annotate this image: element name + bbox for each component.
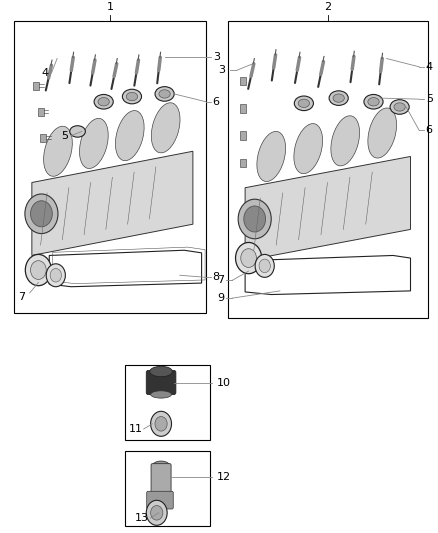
Bar [38, 108, 44, 116]
FancyBboxPatch shape [151, 464, 171, 497]
FancyBboxPatch shape [147, 491, 173, 509]
Ellipse shape [98, 98, 110, 106]
Circle shape [25, 254, 51, 286]
Circle shape [255, 254, 274, 277]
Bar [125, 451, 210, 527]
Ellipse shape [152, 461, 170, 473]
Ellipse shape [333, 94, 344, 102]
Text: 4: 4 [42, 68, 49, 78]
Bar [240, 104, 246, 112]
Ellipse shape [331, 116, 360, 166]
Ellipse shape [298, 99, 310, 108]
Ellipse shape [151, 391, 172, 398]
Text: 2: 2 [324, 2, 332, 12]
Ellipse shape [122, 89, 141, 104]
Circle shape [31, 261, 46, 279]
Text: 11: 11 [129, 424, 143, 434]
Ellipse shape [368, 98, 379, 106]
Text: 13: 13 [135, 513, 149, 523]
Ellipse shape [152, 103, 180, 153]
Circle shape [259, 259, 270, 273]
Ellipse shape [94, 94, 113, 109]
Text: 6: 6 [426, 125, 433, 135]
Bar [33, 82, 39, 90]
Circle shape [46, 264, 65, 287]
Ellipse shape [368, 108, 396, 158]
Text: 3: 3 [219, 66, 226, 76]
Bar [240, 132, 246, 140]
Ellipse shape [294, 96, 314, 111]
Text: 7: 7 [18, 292, 25, 302]
Text: 10: 10 [217, 378, 231, 388]
Circle shape [155, 416, 167, 431]
Text: 5: 5 [426, 94, 433, 104]
Circle shape [25, 194, 58, 233]
Text: 3: 3 [213, 52, 220, 62]
Text: 6: 6 [212, 97, 219, 107]
Bar [240, 158, 246, 167]
Ellipse shape [394, 103, 405, 111]
Bar [125, 365, 210, 440]
Text: 8: 8 [212, 272, 219, 282]
Text: 1: 1 [107, 2, 114, 12]
Circle shape [50, 269, 61, 282]
Bar [228, 21, 428, 318]
Circle shape [146, 500, 167, 526]
Bar [40, 134, 46, 142]
Ellipse shape [364, 94, 383, 109]
Circle shape [151, 505, 163, 520]
Text: 9: 9 [217, 293, 224, 303]
Ellipse shape [126, 92, 138, 101]
Circle shape [31, 201, 52, 227]
Ellipse shape [390, 100, 409, 114]
Text: 5: 5 [61, 131, 68, 141]
Ellipse shape [155, 87, 174, 101]
Ellipse shape [80, 118, 108, 168]
Bar [240, 77, 246, 85]
Ellipse shape [150, 502, 164, 513]
Text: 7: 7 [217, 276, 224, 286]
Ellipse shape [329, 91, 348, 106]
Ellipse shape [44, 126, 72, 176]
Ellipse shape [159, 90, 170, 98]
FancyBboxPatch shape [146, 370, 176, 394]
Ellipse shape [150, 366, 173, 377]
Polygon shape [245, 157, 410, 261]
Circle shape [244, 206, 265, 232]
Text: 4: 4 [426, 62, 433, 72]
Ellipse shape [257, 132, 286, 182]
Ellipse shape [116, 110, 144, 160]
Bar [14, 21, 206, 313]
Ellipse shape [294, 124, 322, 174]
Circle shape [236, 243, 261, 273]
Circle shape [238, 199, 271, 239]
Text: 12: 12 [217, 472, 231, 482]
Ellipse shape [70, 126, 85, 137]
Circle shape [151, 411, 172, 437]
Polygon shape [32, 151, 193, 255]
Circle shape [241, 249, 256, 268]
